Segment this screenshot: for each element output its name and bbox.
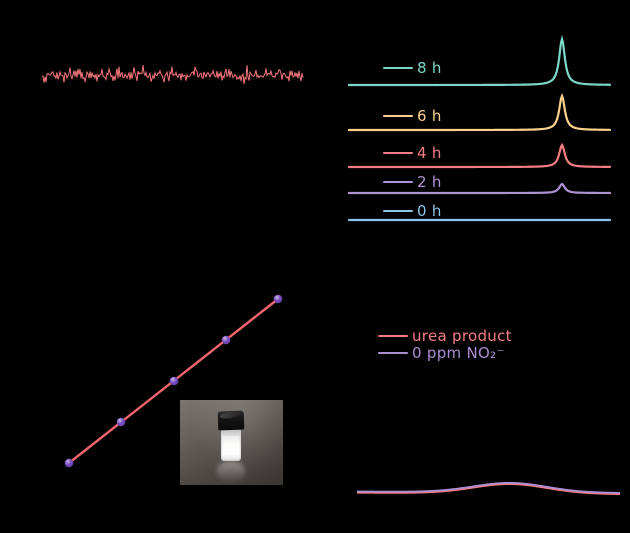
vial-photo-inset [180,400,283,485]
legend-item-6h: 6 h [383,107,442,125]
legend-swatch-4h [383,151,413,155]
legend-swatch-0h [383,209,413,213]
data-point-marker [221,335,231,345]
nmr-trace-6h [347,92,612,132]
legend-swatch-0ppm-nitrite [378,351,408,355]
nmr-trace-8h [347,34,612,87]
nmr-noise-trace [41,65,304,85]
legend-label-8h: 8 h [417,59,442,77]
legend-item-4h: 4 h [383,144,442,162]
vial-cap [217,410,245,431]
legend-label-4h: 4 h [417,144,442,162]
legend-item-urea-product: urea product [378,327,512,345]
legend-item-0h: 0 h [383,202,442,220]
legend-swatch-urea-product [378,334,408,338]
legend-label-2h: 2 h [417,173,442,191]
vial-reflection [217,461,245,482]
data-point-marker [64,458,74,468]
legend-label-6h: 6 h [417,107,442,125]
sample-vial [217,410,245,462]
legend-item-2h: 2 h [383,173,442,191]
data-point-marker [273,294,283,304]
data-point-marker [116,417,126,427]
legend-item-0ppm-nitrite: 0 ppm NO₂⁻ [378,344,505,362]
legend-label-0h: 0 h [417,202,442,220]
nmr-trace-4h [347,142,612,169]
legend-swatch-8h [383,66,413,70]
vial-body [221,429,241,461]
zero-ppm-nitrite-trace [357,481,621,494]
legend-label-0ppm-nitrite: 0 ppm NO₂⁻ [412,344,505,362]
legend-swatch-6h [383,114,413,118]
legend-label-urea-product: urea product [412,327,512,345]
legend-item-8h: 8 h [383,59,442,77]
data-point-marker [169,376,179,386]
nmr-trace-2h [347,182,612,195]
legend-swatch-2h [383,180,413,184]
